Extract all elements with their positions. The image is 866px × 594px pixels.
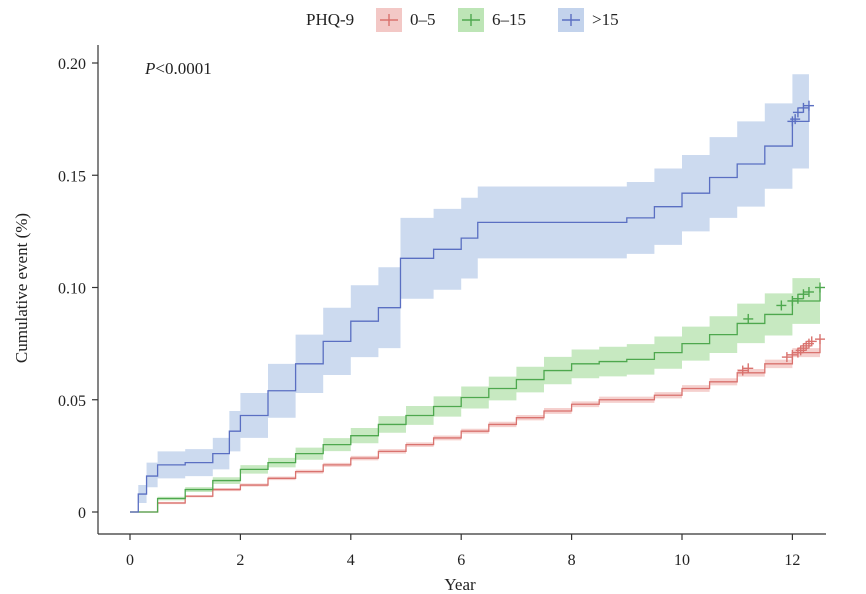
y-tick-label: 0.10 (58, 281, 86, 298)
censor-mark-high (803, 100, 814, 111)
censor-mark-mid (803, 286, 814, 297)
censor-mark-low (815, 334, 825, 345)
legend-item-mid: 6–15 (458, 8, 526, 32)
censor-mark-low (781, 352, 792, 363)
censor-marks (737, 100, 825, 376)
series-line-high (130, 105, 810, 513)
x-tick-label: 0 (126, 552, 134, 569)
censor-mark-low (803, 338, 814, 349)
ci-band-mid (130, 262, 820, 512)
legend: PHQ-9 0–5 6–15 >15 (306, 8, 619, 32)
legend-label-mid: 6–15 (492, 10, 526, 29)
legend-item-low: 0–5 (376, 8, 436, 32)
y-ticks: 0 0.05 0.10 0.15 0.20 (58, 56, 98, 522)
p-value-prefix: P (144, 59, 155, 78)
x-tick-label: 10 (674, 552, 690, 569)
legend-item-high: >15 (558, 8, 619, 32)
censor-mark-high (798, 102, 809, 113)
censor-mark-mid (743, 313, 754, 324)
axes: 0 2 4 6 8 10 12 0 0.05 0.10 0.15 0.20 (58, 45, 826, 569)
legend-label-low: 0–5 (410, 10, 436, 29)
censor-mark-low (806, 336, 817, 347)
confidence-bands (130, 63, 820, 512)
series-lines (130, 105, 821, 513)
censor-mark-low (787, 349, 798, 360)
ci-band-high (130, 63, 809, 512)
y-axis-title: Cumulative event (%) (12, 213, 31, 363)
x-tick-label: 6 (457, 552, 465, 569)
legend-label-high: >15 (592, 10, 619, 29)
p-value-text: <0.0001 (155, 59, 211, 78)
censor-mark-mid (815, 282, 825, 293)
censor-mark-mid (776, 300, 787, 311)
censor-mark-mid (792, 293, 803, 304)
x-tick-label: 8 (568, 552, 576, 569)
x-tick-label: 4 (347, 552, 355, 569)
legend-title: PHQ-9 (306, 10, 354, 29)
censor-mark-low (743, 363, 754, 374)
y-tick-label: 0.05 (58, 393, 86, 410)
series-line-mid (130, 287, 821, 513)
censor-mark-low (737, 365, 748, 376)
censor-mark-high (790, 114, 801, 125)
series-line-low (130, 339, 821, 513)
censor-mark-mid (798, 289, 809, 300)
censor-mark-high (792, 107, 803, 118)
x-tick-label: 2 (236, 552, 244, 569)
x-axis-title: Year (444, 575, 476, 594)
y-tick-label: 0.15 (58, 168, 86, 185)
y-tick-label: 0 (78, 505, 86, 522)
y-tick-label: 0.20 (58, 56, 86, 73)
x-tick-label: 12 (784, 552, 800, 569)
p-value-annotation: P<0.0001 (144, 59, 212, 78)
censor-mark-mid (787, 295, 798, 306)
x-ticks: 0 2 4 6 8 10 12 (126, 534, 800, 569)
